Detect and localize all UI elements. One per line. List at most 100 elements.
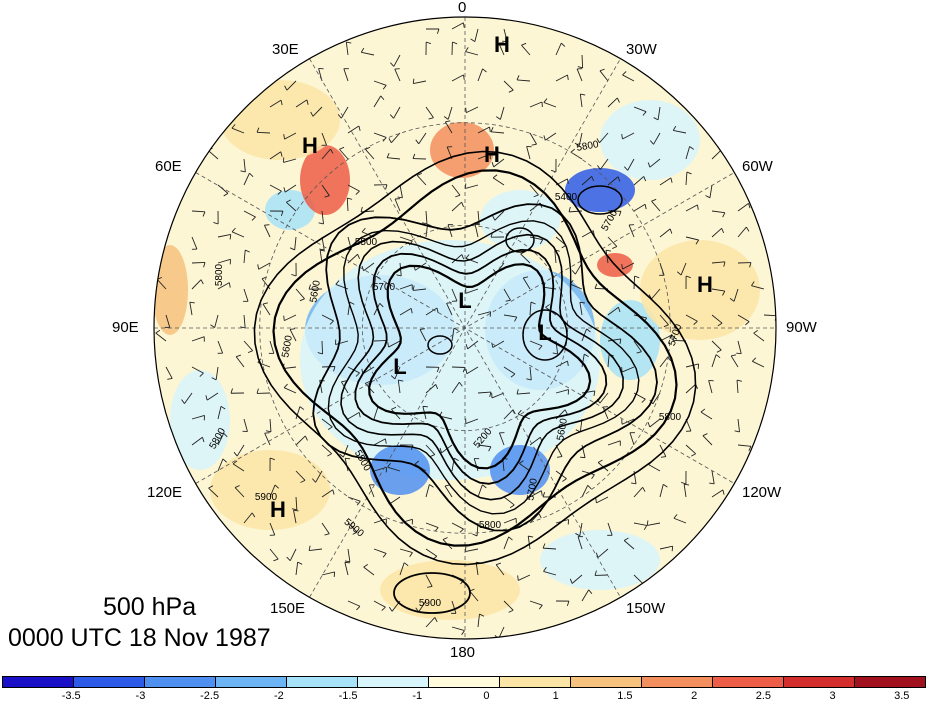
wind-barb-flag [569,578,573,584]
wind-barb [685,314,698,322]
wind-barb [451,382,460,394]
wind-barb-flag [365,380,371,384]
wind-barb-flag [517,575,519,581]
wind-barb-flag [461,202,465,207]
wind-barb-flag [538,345,543,350]
wind-barb-flag [567,74,569,80]
wind-barb [217,184,229,194]
wind-barb-flag [566,600,570,606]
wind-barb-flag [490,127,494,132]
wind-barb [425,484,430,498]
wind-barb-flag [387,342,389,348]
wind-barb [711,149,722,160]
wind-barb [711,261,725,264]
wind-barb-flag [291,508,297,511]
wind-barb [321,184,330,196]
wind-barb-flag [595,552,599,558]
wind-barb [493,158,505,168]
wind-barb-flag [222,458,227,463]
wind-barb-flag [663,484,668,488]
wind-barb [345,42,349,56]
wind-barb-flag [415,139,420,145]
wind-barb-flag [442,537,448,540]
wind-barb [286,201,297,212]
wind-barb-flag [575,533,581,537]
wind-barb-flag [155,329,161,334]
wind-barb-flag [545,304,550,308]
wind-barb-flag [385,184,388,190]
colorbar-tick-label: -1.5 [338,690,358,702]
wind-barb [581,470,595,476]
map-title-time: 0000 UTC 18 Nov 1987 [8,624,271,652]
wind-barb [494,210,505,221]
wind-barb [633,203,646,212]
wind-barb [399,308,412,316]
wind-barb [447,224,453,238]
wind-barb [711,470,715,484]
wind-barb-flag [642,487,646,492]
wind-barb [465,51,479,56]
wind-barb [373,438,386,446]
wind-barb-flag [482,68,487,73]
anomaly-patch [154,245,188,335]
wind-barb [283,387,297,394]
wind-barb-flag [681,481,687,485]
wind-barb [607,440,621,446]
wind-barb-flag [324,195,330,198]
wind-barb-flag [465,343,469,349]
wind-barb-flag [344,560,350,563]
wind-barb-flag [361,227,366,233]
wind-barb [347,412,360,420]
wind-barb [315,470,323,483]
wind-barb-flag [346,41,352,44]
low-pressure-label: L [393,354,406,379]
wind-barb [517,392,531,395]
wind-barb [581,176,593,186]
anomaly-patch [220,80,340,160]
wind-barb [737,314,750,322]
wind-barb-flag [428,117,434,120]
wind-barb-flag [347,197,353,200]
wind-barb-flag [167,377,173,380]
wind-barb-flag [508,536,513,541]
wind-barb [321,444,333,454]
wind-barb [361,51,375,56]
wind-barb [543,570,557,576]
wind-barb [657,106,661,120]
wind-barb-flag [653,117,659,121]
wind-barb [269,99,282,108]
wind-barb-flag [605,249,611,252]
wind-barb [607,176,619,186]
wind-barb [711,227,722,238]
longitude-label: 180 [450,644,476,661]
wind-barb-flag [479,613,485,617]
colorbar-tick-label: -3.5 [61,690,81,702]
wind-barb [451,74,464,82]
wind-barb-flag [491,342,494,348]
wind-barb [467,340,479,350]
wind-barb [581,354,585,368]
wind-barb-flag [232,460,238,465]
wind-barb-flag [430,454,435,457]
wind-barb [189,302,193,316]
high-pressure-label: H [494,32,510,57]
wind-barb-flag [291,274,297,277]
wind-barb-flag [508,609,514,613]
wind-barb-flag [552,352,558,355]
wind-barb [733,288,739,302]
wind-barb-flag [623,537,629,541]
wind-barb [763,314,776,317]
wind-barb-flag [454,457,459,461]
longitude-label: 150E [270,600,306,617]
map-title-level: 500 hPa [103,593,197,621]
wind-barb-flag [465,47,469,52]
wind-barb-flag [516,389,519,395]
wind-barb [602,406,609,420]
colorbar-swatch [500,677,571,687]
wind-barb [652,392,661,405]
wind-barb [659,545,673,550]
wind-barb [217,406,222,420]
longitude-label: 30W [626,41,657,58]
wind-barb-flag [452,41,458,45]
wind-barb [685,146,691,160]
